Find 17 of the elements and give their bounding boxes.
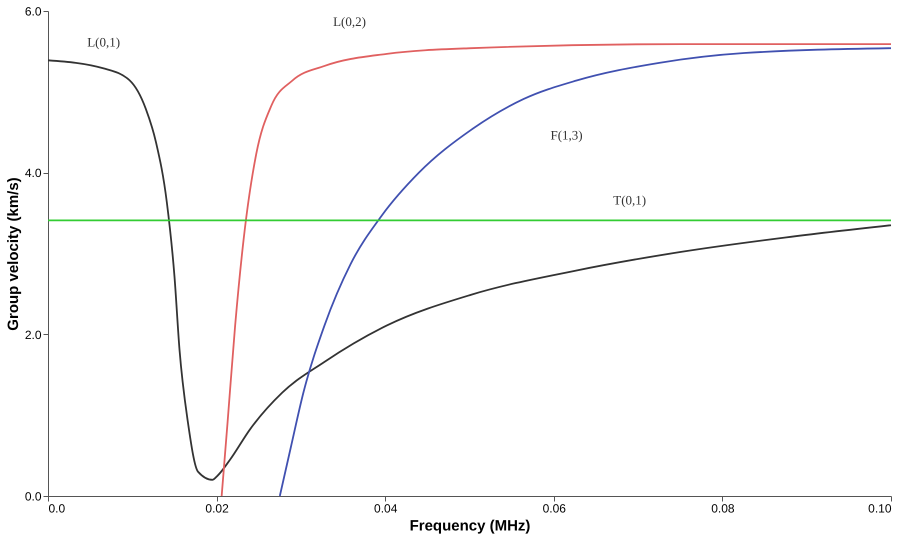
x-tick-label: 0.02 [205,502,230,516]
text: L(0,2) [333,14,366,29]
series-label: T(0,1) [613,192,646,208]
x-tick-label: 0.08 [711,502,735,516]
x-tick-label: 0.0 [48,502,66,516]
text: F(1,3) [550,128,583,143]
y-tick-label: 4.0 [24,166,42,180]
y-tick-label: 6.0 [24,4,42,18]
x-tick-label: 0.04 [374,502,398,516]
y-axis-title: Group velocity (km/s) [4,177,22,331]
series-label: L(0,1) [87,34,120,50]
x-tick-label: 0.10 [868,502,892,516]
y-tick-label: 2.0 [24,328,42,342]
y-tick-label: 0.0 [24,490,42,504]
x-tick-label: 0.06 [542,502,566,516]
line-series [47,59,892,481]
x-axis-title: Frequency (MHz) [410,518,530,534]
